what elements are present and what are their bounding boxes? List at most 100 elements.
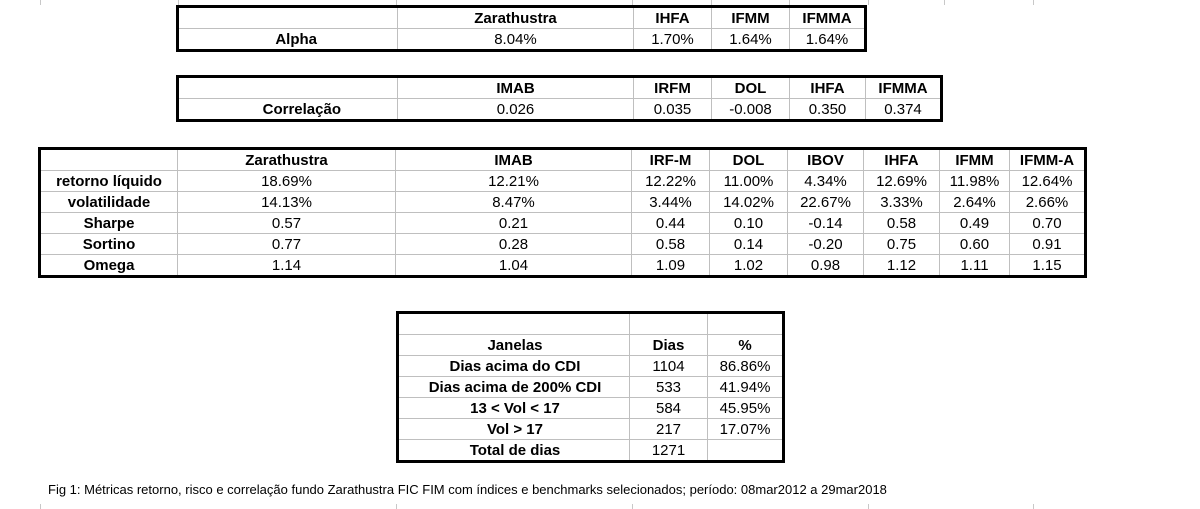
header-cell[interactable]: IHFA bbox=[789, 76, 866, 99]
row-label[interactable]: Dias acima do CDI bbox=[397, 355, 630, 377]
table-cell[interactable]: 11.98% bbox=[939, 170, 1010, 192]
table-cell[interactable]: 41.94% bbox=[707, 376, 784, 398]
empty-cell[interactable] bbox=[397, 312, 630, 335]
table-cell[interactable]: 1.14 bbox=[177, 254, 396, 277]
table-cell[interactable]: 14.02% bbox=[709, 191, 788, 213]
header-cell[interactable]: IMAB bbox=[397, 76, 634, 99]
empty-cell[interactable] bbox=[629, 312, 708, 335]
table-cell[interactable]: 3.44% bbox=[631, 191, 710, 213]
header-cell[interactable]: IRF-M bbox=[631, 148, 710, 171]
table-cell[interactable]: 11.00% bbox=[709, 170, 788, 192]
header-cell[interactable]: IFMM-A bbox=[1009, 148, 1086, 171]
header-cell[interactable] bbox=[39, 148, 178, 171]
header-cell[interactable]: IRFM bbox=[633, 76, 712, 99]
row-label[interactable]: Sharpe bbox=[39, 212, 178, 234]
table-cell[interactable]: 0.70 bbox=[1009, 212, 1086, 234]
header-cell[interactable]: IFMMA bbox=[865, 76, 942, 99]
table-cell[interactable]: 0.91 bbox=[1009, 233, 1086, 255]
table-cell[interactable]: 45.95% bbox=[707, 397, 784, 419]
table-cell[interactable]: 3.33% bbox=[863, 191, 940, 213]
table-cell[interactable]: 0.035 bbox=[633, 98, 712, 121]
row-label[interactable]: volatilidade bbox=[39, 191, 178, 213]
table-cell[interactable]: 0.374 bbox=[884, 100, 922, 118]
table-cell[interactable]: -0.008 bbox=[711, 98, 790, 121]
table-cell[interactable]: 17.07% bbox=[707, 418, 784, 440]
table-cell[interactable]: 86.86% bbox=[707, 355, 784, 377]
header-cell[interactable]: Zarathustra bbox=[397, 6, 634, 29]
row-label[interactable]: 13 < Vol < 17 bbox=[397, 397, 630, 419]
table-cell[interactable] bbox=[708, 440, 784, 462]
table-cell[interactable]: 533 bbox=[629, 376, 708, 398]
header-cell[interactable]: IHFA bbox=[633, 6, 712, 29]
table-cell[interactable]: -0.14 bbox=[787, 212, 864, 234]
header-cell[interactable] bbox=[177, 76, 398, 99]
table-cell[interactable]: 22.67% bbox=[787, 191, 864, 213]
table-cell[interactable]: 0.026 bbox=[397, 98, 634, 121]
table-cell[interactable]: 0.98 bbox=[787, 254, 864, 277]
table-cell[interactable]: 0.44 bbox=[631, 212, 710, 234]
table-cell[interactable]: 1.64% bbox=[805, 30, 849, 48]
header-cell[interactable]: Dias bbox=[629, 334, 708, 356]
row-label[interactable]: retorno líquido bbox=[39, 170, 178, 192]
table-cell[interactable]: 1271 bbox=[629, 439, 708, 462]
table-cell[interactable]: 12.64% bbox=[1009, 170, 1086, 192]
table-cell[interactable]: 1.12 bbox=[863, 254, 940, 277]
header-cell[interactable]: IFMM bbox=[711, 6, 790, 29]
table-cell[interactable]: 0.28 bbox=[395, 233, 632, 255]
header-cell[interactable]: IBOV bbox=[787, 148, 864, 171]
table-cell[interactable]: 1.11 bbox=[939, 254, 1010, 277]
table-cell[interactable]: 1.64% bbox=[711, 28, 790, 51]
table-cell[interactable]: 18.69% bbox=[177, 170, 396, 192]
table-cell[interactable]: 14.13% bbox=[177, 191, 396, 213]
table-cell[interactable]: 0.77 bbox=[177, 233, 396, 255]
row-label[interactable]: Omega bbox=[39, 254, 178, 277]
table-cell[interactable]: 12.21% bbox=[395, 170, 632, 192]
header-cell[interactable]: DOL bbox=[709, 148, 788, 171]
header-cell[interactable]: IFMM bbox=[939, 148, 1010, 171]
header-cell[interactable]: IMAB bbox=[395, 148, 632, 171]
table-cell[interactable]: 1104 bbox=[629, 355, 708, 377]
table-cell[interactable]: 0.14 bbox=[709, 233, 788, 255]
row-label[interactable]: Vol > 17 bbox=[397, 418, 630, 440]
header-cell[interactable] bbox=[177, 6, 398, 29]
table-cell[interactable]: 2.66% bbox=[1009, 191, 1086, 213]
empty-cell[interactable] bbox=[707, 312, 784, 335]
table-cell[interactable]: 584 bbox=[629, 397, 708, 419]
header-cell[interactable]: IFMMA bbox=[789, 6, 866, 29]
header-cell[interactable]: Zarathustra bbox=[177, 148, 396, 171]
row-label[interactable]: Dias acima de 200% CDI bbox=[397, 376, 630, 398]
row-label[interactable]: Total de dias bbox=[397, 439, 630, 462]
table-cell[interactable]: 217 bbox=[629, 418, 708, 440]
table-cell[interactable]: 0.58 bbox=[863, 212, 940, 234]
table-cell[interactable]: 1.09 bbox=[631, 254, 710, 277]
grid-tick bbox=[396, 504, 397, 509]
table-cell[interactable]: 8.47% bbox=[395, 191, 632, 213]
table-cell[interactable]: 0.58 bbox=[631, 233, 710, 255]
table-cell[interactable]: 12.22% bbox=[631, 170, 710, 192]
table-cell[interactable]: 1.02 bbox=[709, 254, 788, 277]
alpha-table: Zarathustra IHFA IFMM IFMMA Alpha 8.04% … bbox=[176, 5, 867, 52]
table-cell[interactable]: 4.34% bbox=[787, 170, 864, 192]
row-label[interactable]: Sortino bbox=[39, 233, 178, 255]
table-cell[interactable]: 2.64% bbox=[939, 191, 1010, 213]
table-cell[interactable]: 8.04% bbox=[397, 28, 634, 51]
table-cell[interactable]: 0.75 bbox=[863, 233, 940, 255]
table-cell[interactable]: -0.20 bbox=[787, 233, 864, 255]
table-cell[interactable]: 1.15 bbox=[1032, 256, 1062, 274]
table-cell[interactable]: 0.49 bbox=[939, 212, 1010, 234]
table-cell[interactable]: 1.70% bbox=[633, 28, 712, 51]
table-cell[interactable]: 12.69% bbox=[863, 170, 940, 192]
table-cell[interactable]: 1.04 bbox=[395, 254, 632, 277]
table-cell[interactable]: 0.60 bbox=[939, 233, 1010, 255]
table-cell[interactable]: 0.57 bbox=[177, 212, 396, 234]
table-cell[interactable]: 0.10 bbox=[709, 212, 788, 234]
header-cell[interactable]: DOL bbox=[711, 76, 790, 99]
header-cell[interactable]: % bbox=[707, 334, 784, 356]
row-label[interactable]: Correlação bbox=[177, 98, 398, 121]
grid-tick bbox=[178, 0, 179, 5]
header-cell[interactable]: IHFA bbox=[863, 148, 940, 171]
header-cell[interactable]: Janelas bbox=[397, 334, 630, 356]
table-cell[interactable]: 0.350 bbox=[789, 98, 866, 121]
table-cell[interactable]: 0.21 bbox=[395, 212, 632, 234]
row-label[interactable]: Alpha bbox=[177, 28, 398, 51]
